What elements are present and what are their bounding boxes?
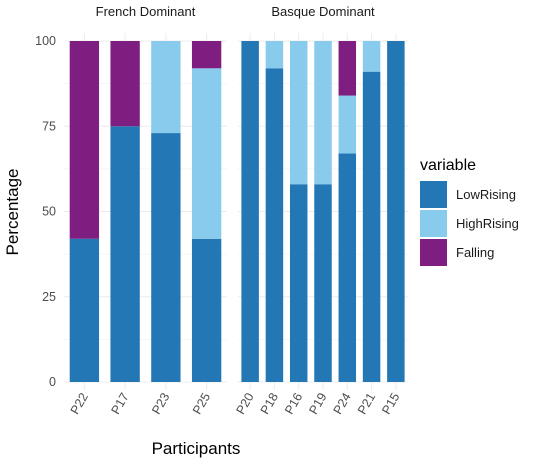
bar-stack-p21 — [362, 41, 381, 382]
bar-segment-falling — [69, 41, 100, 239]
bar-segment-lowrising — [387, 41, 405, 382]
x-tick-label: P24 — [331, 390, 354, 416]
legend-swatch — [420, 181, 447, 208]
x-tick-label: P22 — [68, 390, 91, 416]
bar-segment-lowrising — [265, 68, 284, 382]
legend-title: variable — [420, 157, 476, 174]
bar-stack-p23 — [151, 41, 181, 382]
bar-segment-falling — [191, 41, 222, 69]
bar-segment-lowrising — [151, 133, 181, 382]
x-tick-label: P19 — [306, 390, 329, 416]
y-tick-label: 75 — [42, 119, 56, 133]
legend-item-lowrising: LowRising — [420, 181, 516, 208]
legend-label: Falling — [456, 245, 494, 260]
bar-segment-highrising — [289, 41, 308, 185]
bar-segment-highrising — [338, 95, 357, 154]
bar-segment-lowrising — [69, 238, 100, 382]
y-tick-label: 25 — [42, 290, 56, 304]
bar-stack-p25 — [191, 41, 222, 382]
bar-stack-p20 — [241, 41, 259, 382]
legend-swatch — [420, 210, 447, 237]
bar-stack-p17 — [110, 41, 140, 382]
bar-stack-p15 — [387, 41, 405, 382]
x-tick-label: P23 — [149, 390, 172, 416]
x-tick-label: P21 — [355, 390, 378, 416]
legend-item-falling: Falling — [420, 239, 494, 266]
x-tick-label: P18 — [258, 390, 281, 416]
y-tick-label: 100 — [35, 34, 56, 48]
x-tick-label: P25 — [190, 390, 213, 416]
bar-segment-falling — [338, 41, 357, 96]
facet-panel: Basque Dominant P20 P18 P16 P19 P24 P21 P15 — [233, 4, 408, 417]
bar-segment-highrising — [362, 41, 381, 72]
y-axis: 0 25 50 75 100 — [35, 34, 56, 389]
bar-segment-lowrising — [241, 41, 259, 382]
bar-stack-p22 — [69, 41, 100, 382]
facet-title: Basque Dominant — [271, 4, 375, 19]
legend-swatch — [420, 239, 447, 266]
x-tick-label: P17 — [108, 390, 131, 416]
facet-title: French Dominant — [96, 4, 196, 19]
bar-stack-p18 — [265, 41, 284, 382]
bar-stack-p24 — [338, 41, 357, 382]
bar-segment-lowrising — [314, 184, 332, 382]
facet-panel: French Dominant P22 P17 P23 P25 — [64, 4, 227, 417]
bar-segment-lowrising — [289, 184, 308, 382]
legend: variable LowRising HighRising Falling — [420, 157, 519, 266]
bar-segment-highrising — [265, 41, 284, 69]
x-tick-label: P16 — [282, 390, 305, 416]
legend-label: LowRising — [456, 187, 516, 202]
y-tick-label: 50 — [42, 205, 56, 219]
bar-stack-p16 — [289, 41, 308, 382]
chart-panels: French Dominant P22 P17 P23 P25 Basque Domina… — [64, 4, 408, 417]
bar-segment-lowrising — [362, 71, 381, 382]
x-tick-label: P15 — [379, 390, 402, 416]
x-tick-label: P20 — [233, 390, 256, 416]
bar-segment-lowrising — [110, 126, 140, 382]
bar-segment-lowrising — [191, 238, 222, 382]
y-tick-label: 0 — [49, 375, 56, 389]
bar-segment-lowrising — [338, 153, 357, 382]
bar-segment-highrising — [191, 68, 222, 239]
bar-segment-falling — [110, 41, 140, 127]
bar-segment-highrising — [151, 41, 181, 134]
bar-segment-highrising — [314, 41, 332, 185]
x-axis-title: Participants — [152, 439, 241, 458]
legend-label: HighRising — [456, 216, 519, 231]
bar-stack-p19 — [314, 41, 332, 382]
legend-item-highrising: HighRising — [420, 210, 519, 237]
y-axis-title: Percentage — [3, 169, 22, 256]
